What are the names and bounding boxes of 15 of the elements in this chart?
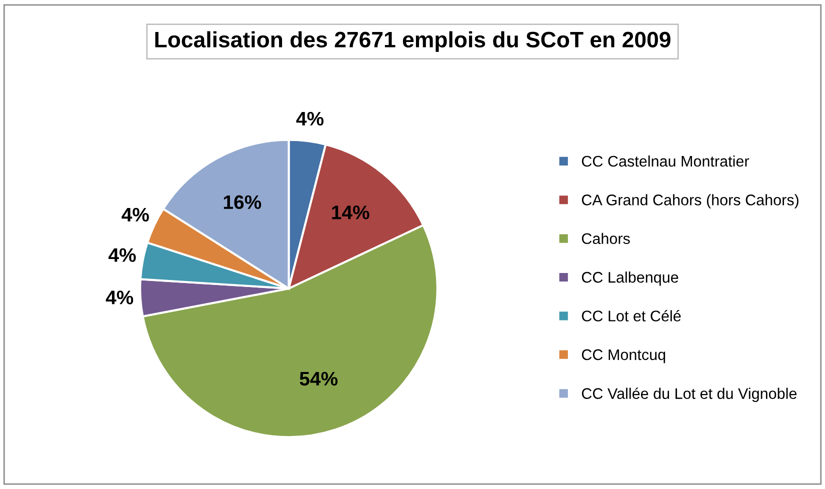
chart-title: Localisation des 27671 emplois du SCoT en 2009 [155,31,670,52]
data-label: 16% [224,195,262,210]
legend-label: CC Vallée du Lot et du Vignoble [582,388,797,402]
legend-label: CC Lalbenque [582,272,678,286]
legend-label: CC Lot et Célé [582,310,681,322]
data-label: 4% [122,208,149,222]
legend-label: CC Montcuq [582,349,666,364]
data-label: 54% [300,372,338,386]
data-label: 14% [332,206,370,220]
data-label: 4% [106,290,134,304]
data-label: 4% [108,248,136,262]
legend-label: CA Grand Cahors (hors Cahors) [582,194,798,208]
data-label: 4% [296,112,324,126]
legend-label: Cahors [582,232,630,244]
legend-label: CC Castelnau Montratier [582,155,750,167]
